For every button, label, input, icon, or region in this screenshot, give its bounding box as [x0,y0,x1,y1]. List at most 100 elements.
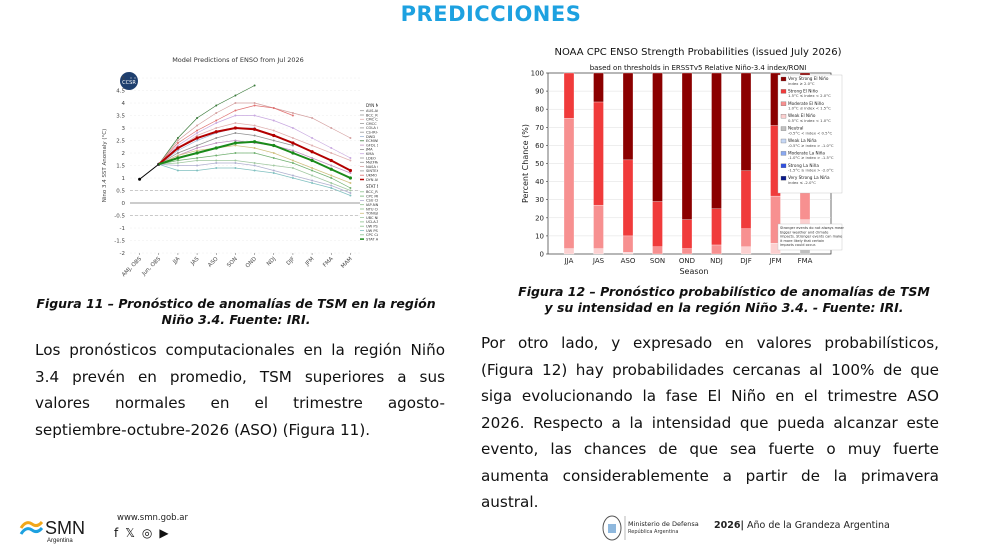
ministry-name: Ministerio de Defensa [628,520,699,528]
chart12-x-label: Season [679,267,708,276]
chart11-series-point [272,107,275,109]
chart11-series-point [196,139,199,142]
chart11-series-point [252,127,257,131]
chart11-series-point [311,169,314,172]
chart11-series-point [311,144,314,147]
chart11-series-point [310,150,314,154]
chart11-series-point [196,129,199,132]
website-link[interactable]: www.smn.gob.ar [117,513,188,523]
chart11-y-tick: -1 [120,226,125,232]
chart11-y-tick: 1.5 [116,164,125,170]
chart11-series-point [253,114,256,117]
chart12-legend-range: 1.0°C ≤ index < 1.5°C [788,106,831,111]
chart11-series-point [215,137,218,139]
chart12-legend-entry: Weak La Niña [788,138,817,143]
paragraph-line: siga evolucionando la fase El Niño en el… [481,387,939,405]
enso-plume-svg: Model Predictions of ENSO from Jul 2026 … [98,50,394,284]
chart11-legend-entry: UW PSL-LIM [366,229,378,233]
paragraph-model-forecast: Los pronósticos computacionales en la re… [35,337,445,443]
chart11-series-point [329,158,333,163]
chart11-series-point [291,137,294,139]
paragraph-line: (Figura 12) hay probabilidades cercanas … [481,360,939,379]
chart12-legend-box [777,74,843,194]
chart12-legend-range: index ≥ 2.0°C [788,81,815,86]
chart12-legend-swatch [780,89,787,94]
smn-logo-text: SMN [45,518,85,538]
instagram-icon[interactable]: ◎ [141,526,153,540]
chart11-series-line [158,132,294,165]
chart12-bar-segment [681,248,693,255]
chart11-legend-entry: DWD [366,135,375,139]
chart11-series-point [349,189,352,192]
chart11-series-point [329,167,333,171]
chart11-series-point [196,164,199,167]
chart11-series-point [196,159,199,162]
chart11-series-point [272,119,275,122]
chart12-bar-segment [622,159,634,237]
chart11-x-tick: JJA [171,256,181,266]
chart11-series-point [176,162,179,164]
year: 2026 [714,520,741,531]
chart11-series-point [272,164,275,167]
chart11-series-point [176,146,180,150]
chart12-note-box [777,223,843,251]
chart11-y-tick: 0.5 [116,189,125,195]
chart11-series-point [234,122,237,124]
chart11-series-point [349,182,352,184]
chart11-series-point [291,141,295,145]
chart11-observed-line [139,163,160,180]
chart11-legend-entry: KMA [366,152,374,156]
chart11-series-line [158,85,255,165]
chart11-series-point [176,137,179,139]
chart12-y-tick: 100 [531,70,544,78]
chart12-bar-segment [652,72,663,202]
chart11-series-point [291,159,294,162]
chart12-y-tick: 80 [535,106,544,114]
chart12-legend-swatch [780,76,787,82]
chart11-series-point [272,143,276,148]
chart11-series-point [272,129,275,132]
figure11-caption: Figura 11 – Pronóstico de anomalías de T… [30,296,442,328]
chart11-legend-entry: NTU CODA [366,207,378,211]
chart12-title: NOAA CPC ENSO Strength Probabilities (is… [554,47,841,58]
chart12-legend-entry: Very Strong La Niña [788,175,830,180]
figure11-caption-line: Niño 3.4. Fuente: IRI. [161,312,311,327]
chart11-series-point [234,132,237,134]
chart11-legend-entry: UBC NNET [366,216,378,220]
chart11-legend-entry: STAT AVG [366,237,378,241]
chart12-y-label: Percent Chance (%) [521,124,530,203]
chart12-bar-segment [681,219,693,249]
chart12-bar-segment [563,118,575,249]
chart11-series-point [233,126,238,130]
chart12-y-tick: 30 [535,196,544,204]
chart11-series-point [253,162,256,164]
chart11-series-point [214,130,218,134]
chart11-legend-entry: BCC_RZDM [366,190,378,194]
paragraph-line: 3.4 prevén en promedio, TSM superiores a… [35,367,445,386]
paragraph-probabilistic-forecast: Por otro lado, y expresado en valores pr… [481,330,939,516]
chart11-series-point [349,187,352,189]
chart11-series-point [252,140,257,144]
chart11-series-point [272,139,275,142]
chart11-legend-entry: CMCC SPS [366,122,378,126]
chart11-series-point [234,94,237,97]
youtube-icon[interactable]: ▶ [159,526,169,540]
chart11-series-point [253,147,256,149]
coat-of-arms-icon [608,524,616,533]
smn-logo[interactable]: SMN Argentina [18,514,98,544]
chart12-legend-swatch [780,126,787,131]
chart12-legend-range: -1.0°C ≥ index > -1.5°C [788,155,834,160]
x-icon[interactable]: 𝕏 [125,526,135,540]
chart11-x-tick: JAS [189,256,201,268]
chart11-series-point [291,149,294,152]
facebook-icon[interactable]: f [114,526,119,540]
chart12-bar-segment [740,228,752,247]
chart12-legend-entry: Weak El Niño [788,113,816,118]
chart11-series-point [196,169,199,172]
chart11-series-point [196,132,199,134]
chart11-legend-entry: GFDL SPEAR [366,143,378,147]
chart11-legend-entry: UKMO [366,174,377,178]
chart11-legend-entry: CPC CA [366,233,378,237]
chart12-bar-segment [593,72,604,103]
figure12-caption-line: Figura 12 – Pronóstico probabilístico de… [518,284,930,299]
